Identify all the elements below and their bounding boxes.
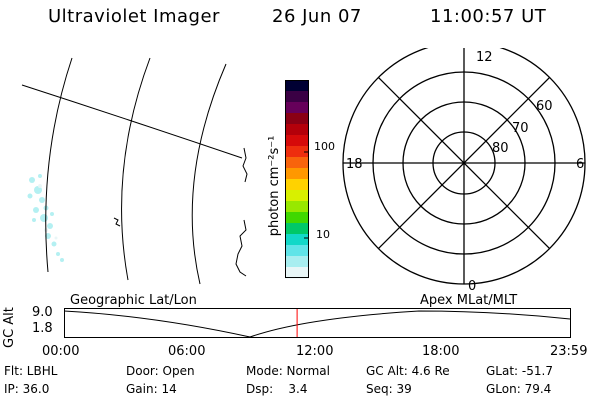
- x-tick-1200: 12:00: [296, 344, 334, 359]
- info-seq: Seq: 39: [366, 382, 412, 396]
- aurora-emission: [27, 174, 64, 262]
- info-dsp: Dsp: 3.4: [246, 382, 308, 396]
- longitude-line: [191, 63, 227, 285]
- date-label: 26 Jun 07: [272, 6, 362, 27]
- mlt-label-18: 18: [346, 157, 363, 172]
- timeline-plot[interactable]: [64, 308, 572, 340]
- timeline-y-max: 9.0: [32, 305, 53, 320]
- color-scale-segment: [285, 168, 309, 180]
- color-scale-segment: [285, 190, 309, 202]
- color-scale-segment: [285, 212, 309, 224]
- color-scale-segment: [285, 135, 309, 147]
- x-tick-0600: 06:00: [168, 344, 206, 359]
- mlt-label-12: 12: [476, 50, 493, 65]
- info-mode: Mode: Normal: [246, 364, 330, 378]
- info-glon: GLon: 79.4: [486, 382, 552, 396]
- coastline: [242, 147, 248, 183]
- color-scale-segment: [285, 80, 309, 92]
- color-scale-tick-10: 10: [316, 228, 330, 241]
- color-scale-unit-label: photon cm⁻²s⁻¹: [267, 136, 282, 237]
- longitude-line: [45, 57, 73, 273]
- color-scale-segment: [285, 234, 309, 246]
- x-tick-2359: 23:59: [550, 344, 588, 359]
- color-scale-frame: [285, 80, 309, 278]
- timeline-axis-label: GC Alt: [2, 307, 17, 348]
- lat-label-60: 60: [536, 99, 553, 114]
- info-gc-alt: GC Alt: 4.6 Re: [366, 364, 450, 378]
- color-scale-bar: photon cm⁻²s⁻¹: [267, 80, 309, 279]
- mlt-label-0: 0: [468, 279, 476, 294]
- lat-label-70: 70: [512, 121, 529, 136]
- coastline: [235, 219, 247, 277]
- color-scale-segment: [285, 256, 309, 268]
- info-ip: IP: 36.0: [4, 382, 50, 396]
- color-scale-segment: [285, 245, 309, 257]
- color-scale-segment: [285, 179, 309, 191]
- color-scale-segment: [285, 157, 309, 169]
- x-tick-1800: 18:00: [422, 344, 460, 359]
- timeline-right-title: Apex MLat/MLT: [420, 293, 518, 308]
- polar-mlt-grid: 12 18 6 0 60 70 80: [342, 48, 586, 294]
- info-door: Door: Open: [126, 364, 195, 378]
- x-tick-0000: 00:00: [42, 344, 80, 359]
- timeline-left-title: Geographic Lat/Lon: [70, 293, 197, 308]
- info-gain: Gain: 14: [126, 382, 177, 396]
- time-label: 11:00:57 UT: [430, 6, 547, 27]
- color-scale-segment: [285, 113, 309, 125]
- info-filter: Flt: LBHL: [4, 364, 58, 378]
- color-scale-segment: [285, 124, 309, 136]
- altitude-curve: [64, 310, 571, 338]
- timeline-frame: [64, 308, 571, 338]
- color-scale-tick-100: 100: [314, 140, 335, 153]
- diagonal-grid-line: [377, 76, 551, 250]
- color-scale-segment: [285, 91, 309, 103]
- lat-label-80: 80: [492, 141, 509, 156]
- timeline-y-min: 1.8: [32, 321, 53, 336]
- geographic-map: [21, 57, 248, 285]
- color-scale-segment: [285, 267, 309, 279]
- coastline: [113, 217, 121, 227]
- color-scale-segment: [285, 201, 309, 213]
- color-scale-segment: [285, 102, 309, 114]
- info-glat: GLat: -51.7: [486, 364, 553, 378]
- mlt-label-6: 6: [576, 157, 584, 172]
- color-scale-segment: [285, 146, 309, 158]
- app-title: Ultraviolet Imager: [48, 6, 220, 27]
- color-scale-segment: [285, 223, 309, 235]
- longitude-line: [121, 57, 151, 281]
